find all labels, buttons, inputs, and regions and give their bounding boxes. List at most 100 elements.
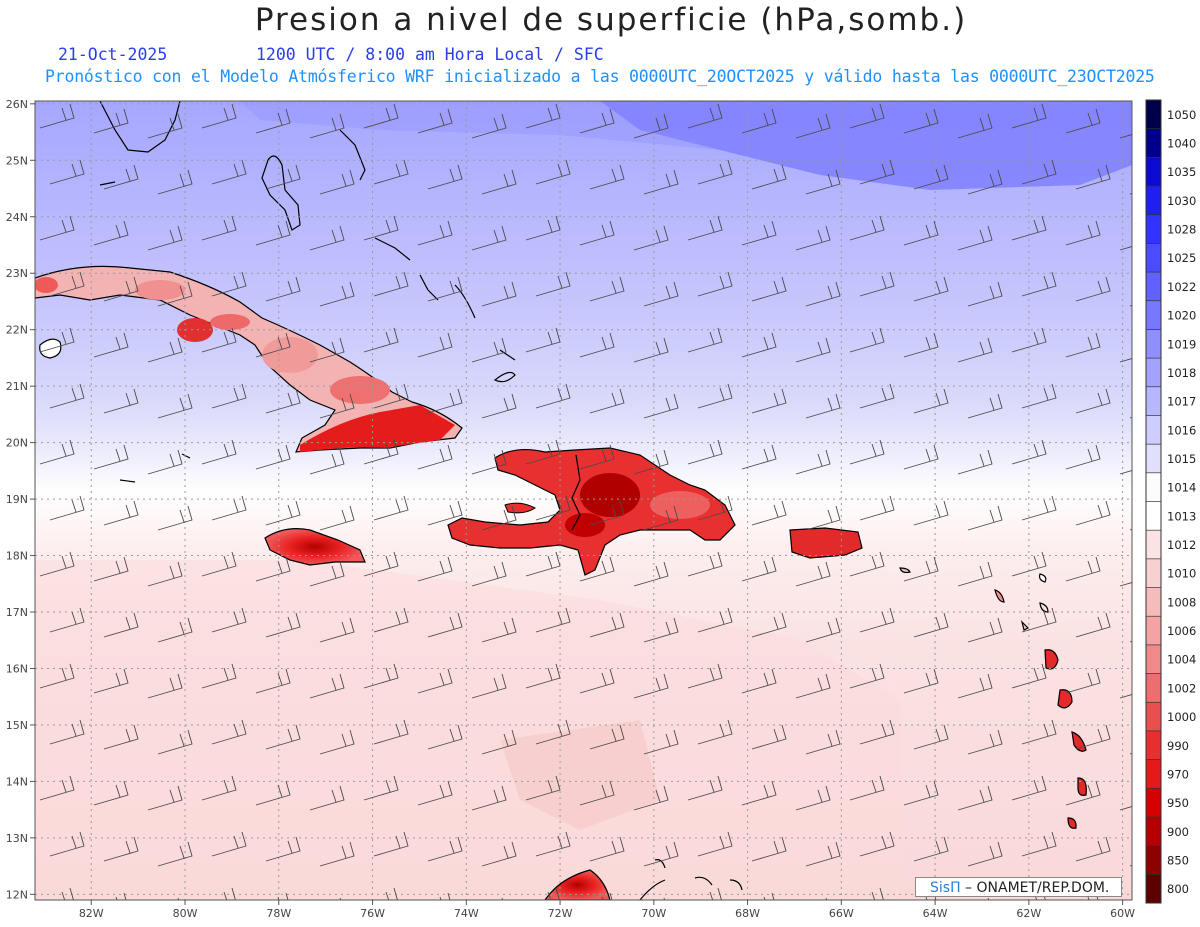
- colorbar-label: 1002: [1167, 681, 1196, 695]
- colorbar-swatch: [1146, 272, 1161, 302]
- wind-barb: [987, 897, 990, 900]
- wind-barb: [1087, 892, 1099, 900]
- latitude-axis: 12N 13N 14N 15N 16N 17N 18N 19N 20N 21N 22N 23N 24N 2…: [6, 98, 35, 901]
- wind-barb: [309, 225, 345, 251]
- wind-barb: [363, 439, 399, 465]
- wind-barb: [967, 505, 1003, 531]
- wind-barb: [1119, 246, 1132, 251]
- wind-barb: [1021, 495, 1057, 521]
- colorbar-label: 850: [1167, 853, 1189, 867]
- hispaniola: [447, 447, 736, 576]
- wind-barb: [309, 449, 345, 475]
- wind-barb: [471, 561, 507, 587]
- colorbar-label: 1004: [1167, 653, 1196, 667]
- wind-barb: [903, 780, 939, 806]
- colorbar-swatch: [1146, 472, 1161, 502]
- wind-barb: [93, 108, 129, 134]
- wind-barb: [417, 220, 453, 246]
- wind-barb: [265, 276, 301, 302]
- wind-barb: [967, 281, 1003, 307]
- wind-barb: [805, 505, 841, 531]
- wind-barb: [913, 164, 949, 190]
- wind-barb: [319, 505, 355, 531]
- wind-barb: [147, 337, 183, 363]
- colorbar: 1050 1040 1035 1030 1028 1025 1022 1020 1019 1018…: [1145, 99, 1196, 904]
- wind-barb: [957, 561, 993, 587]
- wind-barb: [1065, 220, 1101, 246]
- wind-barb: [265, 500, 301, 526]
- colorbar-swatch: [1146, 616, 1161, 646]
- colorbar-swatch: [1146, 501, 1161, 531]
- wind-barb: [39, 663, 75, 689]
- wind-barb: [427, 388, 463, 414]
- colorbar-label: 1010: [1167, 567, 1196, 581]
- wind-barb: [579, 668, 615, 694]
- wind-barb: [417, 780, 453, 806]
- wind-barb: [547, 887, 560, 900]
- lat-tick-label: 24N: [6, 211, 28, 224]
- colorbar-label: 970: [1167, 767, 1189, 781]
- wind-barb: [687, 663, 723, 689]
- lat-tick-label: 26N: [6, 98, 28, 111]
- credit-text: – ONAMET/REP.DOM.: [960, 880, 1110, 896]
- longitude-axis: 82W 80W 78W 76W 74W 72W 70W 68W 66W 64W 62W 60W: [79, 900, 1135, 920]
- wind-barb: [643, 841, 679, 867]
- wind-barb: [1119, 134, 1132, 139]
- lat-tick-label: 20N: [6, 437, 28, 450]
- wind-barb: [967, 393, 1003, 419]
- chart-title: Presion a nivel de superficie (hPa,somb.…: [254, 2, 968, 38]
- wind-barb: [633, 337, 669, 363]
- lon-tick-label: 82W: [79, 907, 104, 920]
- wind-barb: [903, 556, 939, 582]
- lat-tick-label: 15N: [6, 719, 28, 732]
- colorbar-label: 800: [1167, 882, 1189, 896]
- colorbar-label: 1018: [1167, 366, 1196, 380]
- wind-barb: [201, 439, 237, 465]
- wind-barb: [1075, 164, 1111, 190]
- wind-barb: [49, 383, 85, 409]
- wind-barbs: [39, 103, 1132, 900]
- colorbar-label: 1020: [1167, 309, 1196, 323]
- wind-barb: [795, 673, 831, 699]
- wind-barb: [201, 775, 237, 801]
- lon-tick-label: 76W: [360, 907, 385, 920]
- wind-barb: [1075, 388, 1111, 414]
- wind-barb: [849, 439, 885, 465]
- wind-barb: [147, 113, 183, 139]
- wind-barb: [319, 729, 355, 755]
- wind-barb: [633, 673, 669, 699]
- wind-barb: [309, 673, 345, 699]
- wind-barb: [471, 225, 507, 251]
- colorbar-swatch: [1146, 874, 1161, 904]
- wind-barb: [255, 220, 291, 246]
- wind-barb: [1021, 719, 1057, 745]
- wind-barb: [1011, 663, 1047, 689]
- wind-barb: [589, 500, 625, 526]
- wind-barb: [39, 215, 75, 241]
- wind-barb: [579, 108, 615, 134]
- wind-barb: [859, 383, 895, 409]
- wind-barb: [589, 276, 625, 302]
- colorbar-label: 1030: [1167, 194, 1196, 208]
- map-plot-area: [35, 101, 1132, 900]
- wind-barb: [265, 612, 301, 638]
- high-pressure-area: [600, 101, 1132, 190]
- wind-barb: [373, 831, 409, 857]
- low-pressure-patch: [500, 720, 660, 830]
- wind-barb: [589, 836, 625, 862]
- lon-tick-label: 64W: [923, 907, 948, 920]
- wind-barb: [157, 505, 193, 531]
- colorbar-swatch: [1146, 673, 1161, 703]
- wind-barb: [643, 729, 679, 755]
- wind-barb: [49, 271, 85, 297]
- wind-barb: [373, 271, 409, 297]
- wind-barb: [427, 724, 463, 750]
- colorbar-swatch: [1146, 214, 1161, 244]
- wind-barb: [643, 617, 679, 643]
- wind-barb: [481, 617, 517, 643]
- wind-barb: [633, 113, 669, 139]
- wind-barb: [49, 831, 85, 857]
- colorbar-label: 1013: [1167, 509, 1196, 523]
- wind-barb: [643, 169, 679, 195]
- colorbar-swatch: [1146, 788, 1161, 818]
